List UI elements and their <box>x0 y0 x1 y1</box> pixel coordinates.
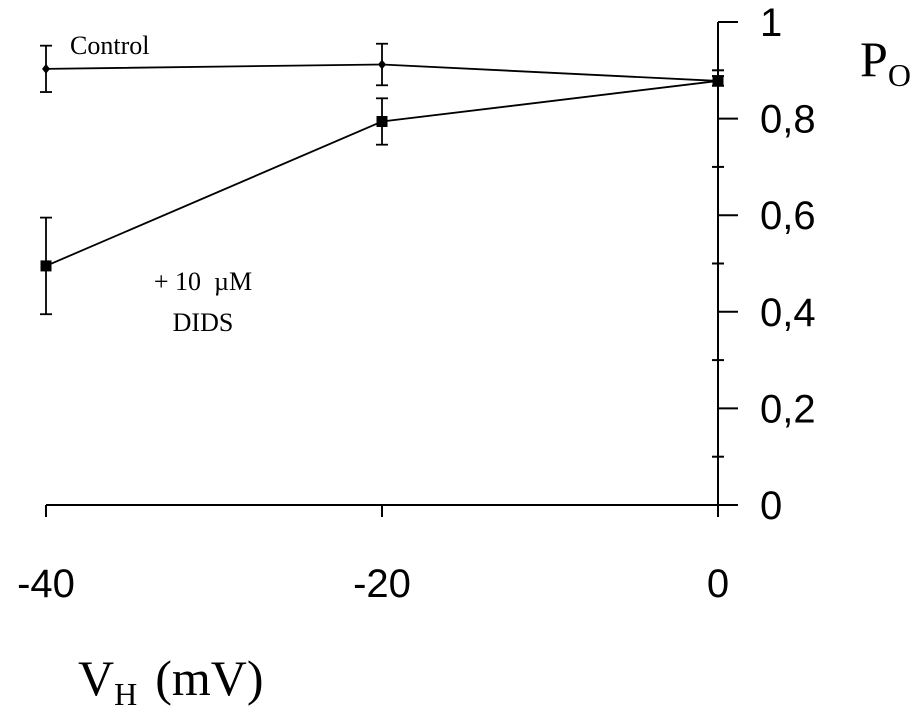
y-tick-label: 0,4 <box>760 291 816 335</box>
x-tick-label: -20 <box>353 562 411 606</box>
data-point <box>40 260 52 272</box>
y-tick-label: 0,6 <box>760 194 816 238</box>
data-point <box>378 59 386 70</box>
ticks: -40 -20 00 0,2 0,4 0,6 0,8 1 <box>17 1 816 606</box>
x-tick-label: 0 <box>707 562 729 606</box>
data-point <box>712 75 724 87</box>
series-layer <box>40 42 724 316</box>
axes <box>46 22 719 506</box>
y-tick-label: 0 <box>760 484 782 528</box>
annotation-control: Control <box>70 31 149 60</box>
x-axis-title: VH (mV) <box>78 650 264 708</box>
y-tick-label: 0,2 <box>760 387 816 431</box>
annotation-dids-line1: + 10 µM <box>154 267 252 296</box>
data-point <box>42 63 50 74</box>
annotation-dids-line2: DIDS <box>173 308 234 337</box>
y-tick-label: 0,8 <box>760 98 816 142</box>
series-dids <box>40 75 724 316</box>
x-axis-title-sub: H <box>114 676 137 708</box>
x-axis-title-main: V <box>78 650 114 706</box>
y-axis-title-sub: O <box>888 57 911 93</box>
x-tick-label: -40 <box>17 562 75 606</box>
y-tick-label: 1 <box>760 1 782 45</box>
y-axis-title-main: P <box>860 31 888 87</box>
data-point <box>376 115 388 127</box>
y-axis-title: PO <box>860 31 911 93</box>
x-axis-title-unit: (mV) <box>155 650 263 706</box>
